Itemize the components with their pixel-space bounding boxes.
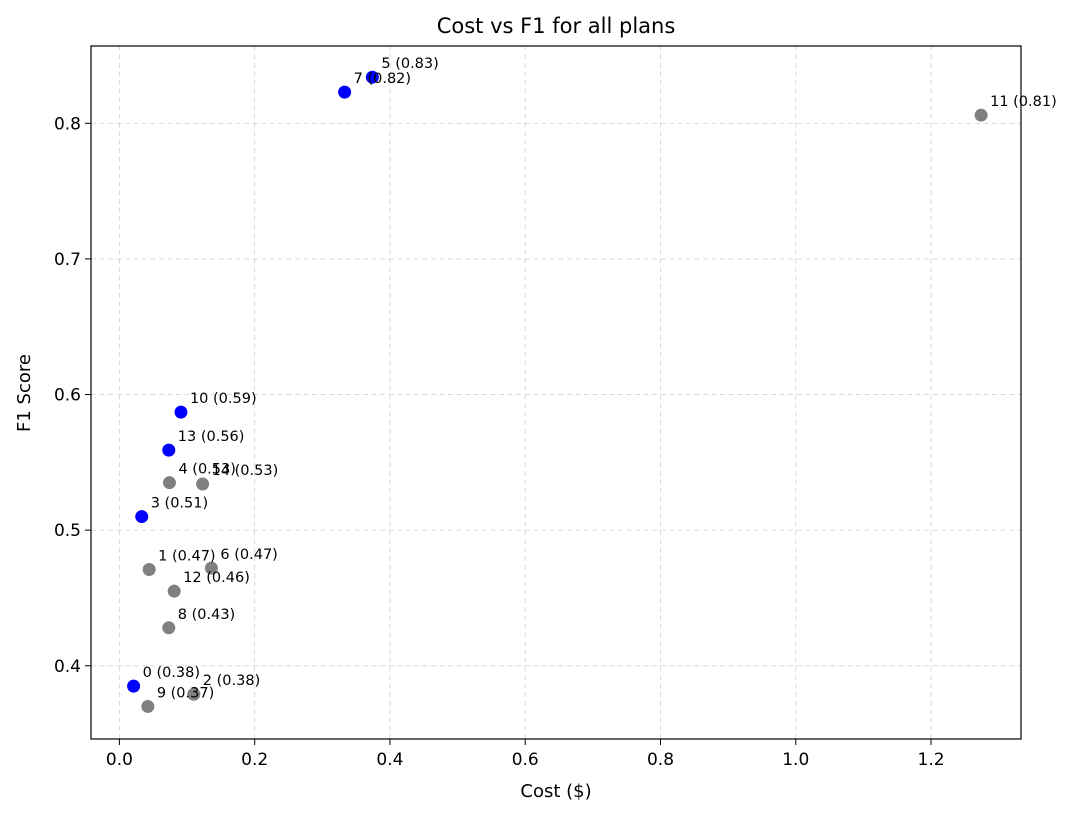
data-point-1: [142, 562, 156, 576]
y-tick-label: 0.5: [54, 521, 81, 541]
data-points: [127, 70, 988, 713]
point-label-8: 8 (0.43): [178, 607, 235, 623]
y-axis-label: F1 Score: [14, 354, 35, 432]
point-label-1: 1 (0.47): [158, 548, 215, 564]
data-point-7: [338, 85, 352, 99]
data-point-11: [974, 108, 988, 122]
data-point-2: [187, 687, 201, 701]
y-tick-label: 0.4: [54, 657, 81, 677]
point-label-13: 13 (0.56): [178, 429, 245, 445]
plot-frame: [90, 45, 1022, 740]
x-tick-label: 0.8: [647, 750, 674, 770]
data-point-9: [141, 699, 155, 713]
x-tick-label: 0.6: [512, 750, 539, 770]
data-point-14: [196, 477, 210, 491]
data-point-5: [365, 70, 379, 84]
x-axis-ticks: 0.0 0.2 0.4 0.6 0.8 1.0 1.2: [106, 739, 945, 770]
point-label-4: 4 (0.53): [178, 462, 235, 478]
x-tick-label: 0.0: [106, 750, 133, 770]
x-tick-label: 0.4: [376, 750, 403, 770]
y-tick-label: 0.7: [54, 250, 81, 270]
data-point-0: [127, 679, 141, 693]
x-tick-label: 1.2: [918, 750, 945, 770]
point-label-9: 9 (0.37): [157, 685, 214, 701]
x-axis-label: Cost ($): [520, 781, 591, 802]
y-axis-ticks: 0.4 0.5 0.6 0.7 0.8: [54, 114, 91, 677]
point-label-10: 10 (0.59): [190, 391, 257, 407]
data-point-10: [174, 405, 188, 419]
x-tick-label: 0.2: [241, 750, 268, 770]
point-label-14: 14 (0.53): [212, 463, 279, 479]
data-point-13: [162, 443, 176, 457]
grid-lines: [91, 46, 1021, 739]
data-point-12: [167, 584, 181, 598]
point-label-6: 6 (0.47): [220, 547, 277, 563]
point-label-12: 12 (0.46): [183, 570, 250, 586]
point-label-2: 2 (0.38): [203, 673, 260, 689]
data-point-4: [162, 476, 176, 490]
x-tick-label: 1.0: [782, 750, 809, 770]
data-point-6: [204, 561, 218, 575]
point-labels: 0 (0.38) 1 (0.47) 2 (0.38) 3 (0.51) 4 (0.53)…: [143, 56, 1057, 701]
point-label-0: 0 (0.38): [143, 665, 200, 681]
y-tick-label: 0.6: [54, 386, 81, 406]
data-point-8: [162, 621, 176, 635]
point-label-5: 5 (0.83): [381, 56, 438, 72]
y-tick-label: 0.8: [54, 114, 81, 134]
point-label-7: 7 (0.82): [354, 71, 411, 87]
point-label-11: 11 (0.81): [990, 94, 1057, 110]
point-label-3: 3 (0.51): [151, 496, 208, 512]
chart-title: Cost vs F1 for all plans: [437, 14, 676, 38]
data-point-3: [135, 510, 149, 524]
